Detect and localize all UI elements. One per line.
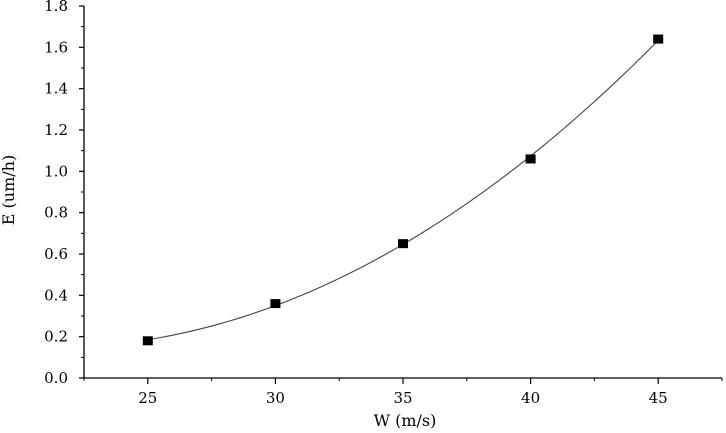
y-tick-label: 1.0 [44, 162, 68, 180]
y-tick-label: 0.8 [44, 204, 68, 222]
data-point [653, 34, 664, 44]
data-point [525, 154, 536, 164]
y-axis-label: E (um/h) [0, 155, 18, 225]
x-ticks: 25 30 35 40 45 [83, 378, 723, 407]
data-point [142, 336, 153, 346]
y-tick-label: 0.2 [44, 328, 68, 346]
x-tick-label: 45 [649, 389, 668, 407]
y-tick-label: 1.6 [44, 38, 68, 56]
data-point [398, 239, 408, 249]
data-point [270, 299, 281, 309]
x-tick-label: 30 [266, 389, 285, 407]
y-tick-label: 1.4 [44, 80, 68, 98]
axes [83, 6, 722, 379]
x-tick-label: 40 [521, 389, 540, 407]
y-tick-label: 1.2 [44, 121, 68, 139]
y-tick-label: 0.0 [44, 369, 68, 387]
x-axis-label: W (m/s) [374, 411, 437, 430]
y-tick-label: 0.6 [44, 245, 68, 263]
x-tick-label: 25 [138, 389, 157, 407]
y-tick-label: 0.4 [44, 286, 68, 304]
fit-curve [147, 40, 659, 341]
x-tick-label: 35 [393, 389, 412, 407]
data-points [142, 34, 664, 346]
y-ticks: 0.0 0.2 0.4 0.6 0.8 1.0 1.2 1.4 1.6 1.8 [44, 0, 84, 387]
y-tick-label: 1.8 [44, 0, 68, 15]
